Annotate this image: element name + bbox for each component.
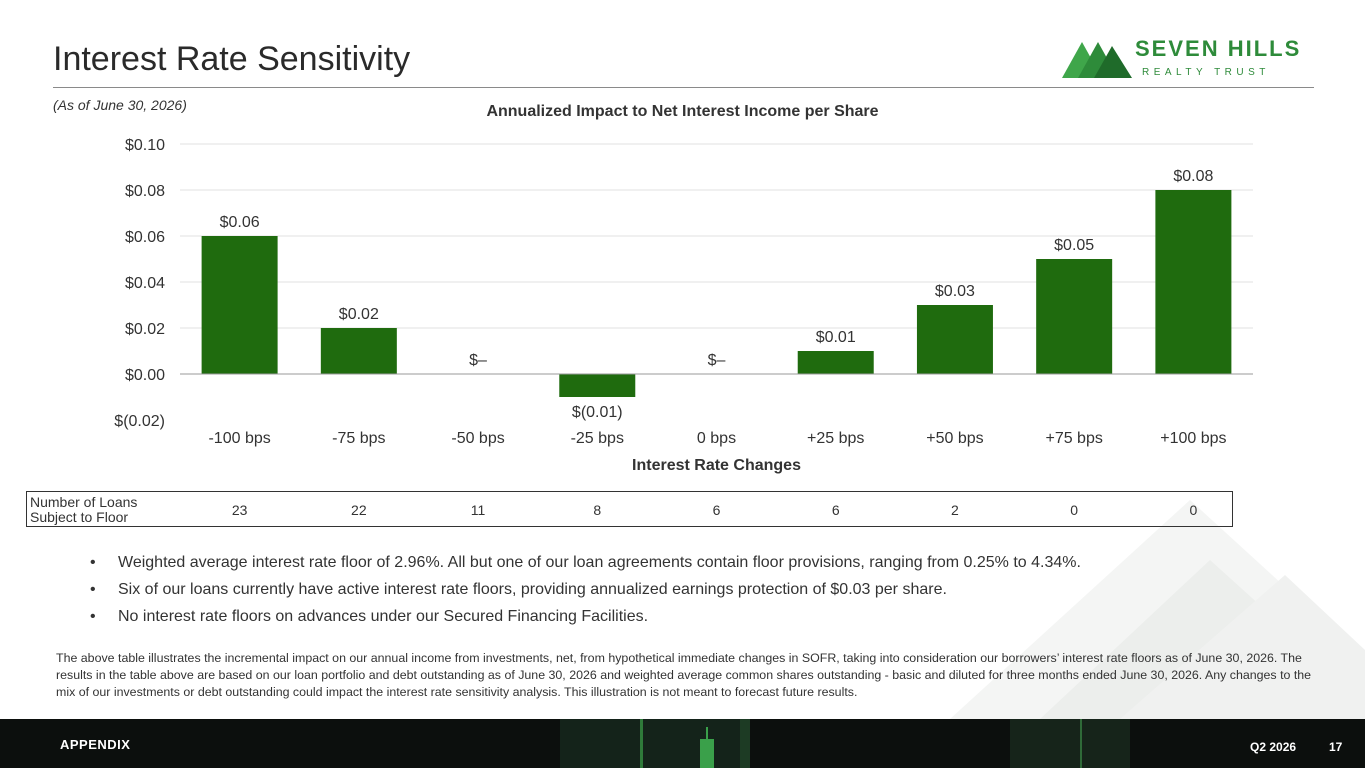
floor-table-value: 11 (470, 502, 486, 518)
x-tick-label: +75 bps (1045, 430, 1102, 447)
x-tick-label: +50 bps (926, 430, 983, 447)
company-logo: SEVEN HILLS REALTY TRUST (1060, 36, 1320, 84)
bar (320, 328, 397, 374)
floor-table-value: 6 (831, 502, 840, 518)
bar (1155, 190, 1232, 374)
logo-subtitle: REALTY TRUST (1142, 67, 1270, 78)
disclaimer-text: The above table illustrates the incremen… (56, 651, 1312, 699)
y-tick-label: $0.08 (125, 183, 165, 200)
floor-table: Number of Loans Subject to Floor 23 22 11 8… (26, 491, 1233, 527)
bullet-text: Weighted average interest rate floor of … (118, 554, 1081, 571)
data-label: $– (469, 352, 487, 369)
footer-period: Q2 2026 (1250, 740, 1297, 754)
bullet-item: • No interest rate floors on advances und… (90, 606, 1292, 633)
bar (1036, 259, 1113, 374)
bullet-text: Six of our loans currently have active i… (118, 581, 947, 598)
y-tick-label: $(0.02) (114, 413, 165, 430)
bullet-list: • Weighted average interest rate floor of… (90, 552, 1292, 633)
floor-table-value: 0 (1070, 502, 1079, 518)
y-tick-label: $0.10 (125, 137, 165, 154)
data-label: $0.06 (220, 214, 260, 231)
bar (559, 374, 636, 397)
bullet-dot-icon: • (90, 554, 96, 571)
y-tick-label: $0.02 (125, 321, 165, 338)
footer-section-label: APPENDIX (60, 737, 131, 752)
x-tick-label: -100 bps (208, 430, 270, 447)
bar (916, 305, 993, 374)
y-tick-label: $0.06 (125, 229, 165, 246)
x-tick-label: -50 bps (451, 430, 504, 447)
x-axis-title: Interest Rate Changes (632, 457, 801, 474)
x-tick-label: 0 bps (697, 430, 736, 447)
floor-table-value: 6 (712, 502, 721, 518)
x-tick-label: +25 bps (807, 430, 864, 447)
page-title: Interest Rate Sensitivity (53, 40, 411, 78)
x-tick-label: -75 bps (332, 430, 385, 447)
mountain-logo-icon (1062, 42, 1132, 78)
data-label: $0.02 (339, 306, 379, 323)
data-label: $0.08 (1173, 168, 1213, 185)
logo-name: SEVEN HILLS (1135, 36, 1302, 61)
floor-table-value: 23 (231, 502, 248, 518)
chart-title: Annualized Impact to Net Interest Income… (486, 103, 879, 120)
data-label: $– (708, 352, 726, 369)
floor-table-label: Number of Loans Subject to Floor (30, 494, 138, 525)
data-label: $0.03 (935, 283, 975, 300)
footer-chart-decoration (560, 719, 1130, 768)
footer-bar: APPENDIX Q2 2026 17 (0, 719, 1365, 768)
data-label: $(0.01) (572, 404, 623, 421)
data-label: $0.05 (1054, 237, 1094, 254)
y-tick-label: $0.00 (125, 367, 165, 384)
bullet-dot-icon: • (90, 608, 96, 625)
bar (797, 351, 874, 374)
as-of-date: (As of June 30, 2026) (53, 97, 187, 113)
bar (201, 236, 278, 374)
floor-table-value: 22 (351, 502, 367, 518)
y-tick-label: $0.04 (125, 275, 165, 292)
floor-table-value: 0 (1189, 502, 1198, 518)
floor-table-value: 8 (593, 502, 602, 518)
x-tick-label: -25 bps (571, 430, 624, 447)
page-number: 17 (1329, 740, 1343, 754)
bullet-dot-icon: • (90, 581, 96, 598)
bullet-text: No interest rate floors on advances unde… (118, 608, 649, 625)
bullet-item: • Weighted average interest rate floor of… (90, 552, 1292, 579)
x-tick-label: +100 bps (1160, 430, 1226, 447)
title-divider (53, 87, 1314, 88)
bar-chart: $0.10 $0.08 $0.06 $0.04 $0.02 $0.00 $(0.02) $0.… (114, 137, 1253, 474)
data-label: $0.01 (816, 329, 856, 346)
bullet-item: • Six of our loans currently have active … (90, 579, 1292, 606)
floor-table-value: 2 (951, 502, 959, 518)
